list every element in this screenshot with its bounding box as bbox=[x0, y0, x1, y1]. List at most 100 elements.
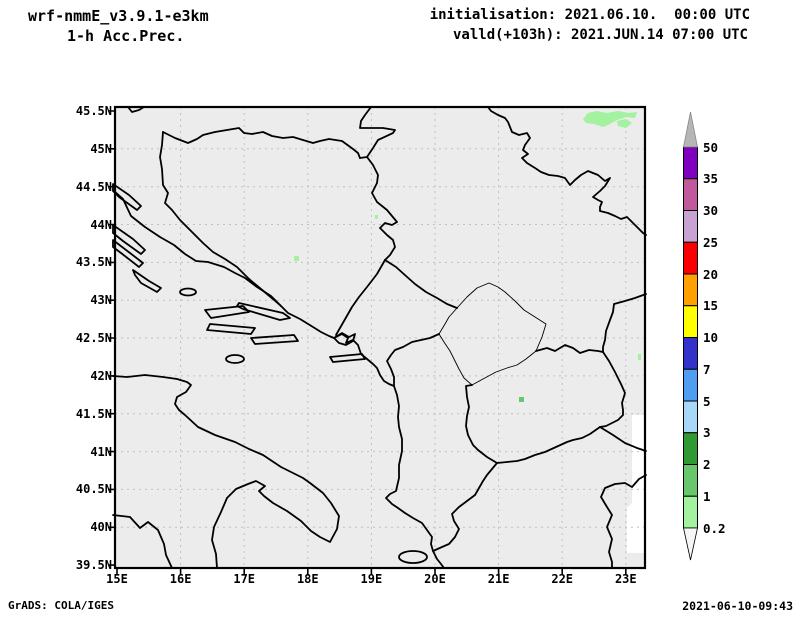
lon-axis-label: 22E bbox=[551, 572, 574, 586]
border-albania-greece bbox=[432, 462, 498, 552]
island-mljet bbox=[329, 353, 366, 363]
lat-axis-label: 44.5N bbox=[75, 179, 112, 194]
lon-axis-label: 15E bbox=[106, 572, 128, 586]
map-plot-area bbox=[108, 105, 647, 575]
colorbar-tick-label: 10 bbox=[703, 330, 719, 345]
colorbar-segment bbox=[683, 400, 698, 434]
colorbar-overflow-arrow bbox=[683, 111, 698, 148]
island-vis bbox=[225, 354, 245, 364]
creation-timestamp: 2021-06-10-09:43 bbox=[682, 599, 793, 613]
colorbar-tick-label: 25 bbox=[703, 234, 719, 250]
border-drina-bosnia-serbia bbox=[366, 156, 398, 261]
map-frame bbox=[113, 105, 647, 570]
colorbar-tick-label: 20 bbox=[703, 266, 719, 282]
border-serbia-bulgaria bbox=[602, 293, 647, 353]
border-adriatic-coast-mainland bbox=[112, 189, 445, 569]
initialisation-time: initialisation: 2021.06.10. 00:00 UTC bbox=[429, 7, 750, 23]
precip-patch bbox=[375, 215, 378, 219]
colorbar-segment bbox=[683, 146, 698, 180]
colorbar-tick-label: 30 bbox=[703, 203, 719, 218]
lat-axis-label: 42.5N bbox=[75, 331, 112, 346]
precip-patch bbox=[638, 354, 641, 360]
border-serbia-macedonia bbox=[535, 344, 604, 354]
lon-axis-label: 20E bbox=[424, 572, 446, 586]
precip-patch bbox=[617, 119, 632, 128]
colorbar-segment bbox=[683, 273, 698, 307]
lat-axis-label: 41N bbox=[90, 444, 112, 459]
border-kosovo bbox=[438, 282, 547, 386]
island-corfu bbox=[398, 550, 428, 564]
colorbar-segment bbox=[683, 464, 698, 497]
colorbar-segment bbox=[683, 305, 698, 338]
colorbar-segment bbox=[683, 178, 698, 211]
kotor-bay bbox=[333, 332, 356, 346]
colorbar bbox=[683, 111, 698, 561]
product-title: 1-h Acc.Prec. bbox=[67, 27, 185, 45]
lat-axis-label: 39.5N bbox=[75, 558, 112, 573]
border-bosnia-north bbox=[162, 127, 361, 159]
valid-time: valld(+103h): 2021.JUN.14 07:00 UTC bbox=[452, 27, 748, 43]
colorbar-segment bbox=[683, 210, 698, 243]
border-macedonia-albania bbox=[465, 384, 498, 464]
lat-axis-label: 44N bbox=[90, 217, 112, 232]
border-macedonia-bulgaria bbox=[599, 351, 626, 428]
precip-patch bbox=[519, 397, 524, 402]
colorbar-tick-label: 5 bbox=[703, 393, 711, 409]
border-italy-calabria-coast bbox=[112, 514, 173, 569]
island-pag bbox=[112, 224, 146, 255]
border-italy-adriatic-coast bbox=[112, 374, 340, 569]
model-title: wrf-nmmE_v3.9.1-e3km bbox=[28, 7, 209, 25]
colorbar-tick-label: 3 bbox=[703, 425, 711, 441]
lon-axis-label: 17E bbox=[233, 572, 256, 586]
lat-axis-label: 43.5N bbox=[75, 255, 112, 270]
peninsula-peljesac bbox=[236, 302, 291, 321]
country-borders bbox=[112, 106, 647, 569]
lon-axis-label: 18E bbox=[296, 572, 319, 586]
lon-axis-label: 19E bbox=[360, 572, 383, 586]
lat-axis-label: 42N bbox=[90, 368, 112, 383]
lat-axis-label: 41.5N bbox=[75, 406, 112, 421]
island-velebit-channel bbox=[112, 183, 142, 211]
border-bosnia-west bbox=[159, 131, 282, 307]
colorbar-tick-label: 1 bbox=[703, 488, 711, 504]
precip-patches bbox=[294, 111, 641, 402]
greece-aegean-coast bbox=[600, 474, 647, 569]
lat-axis-label: 40.5N bbox=[75, 482, 112, 497]
border-montenegro-serbia bbox=[384, 259, 458, 309]
lon-axis-label: 16E bbox=[169, 572, 192, 586]
lat-axis-label: 40N bbox=[90, 520, 112, 535]
lat-axis-label: 43N bbox=[90, 293, 112, 308]
lat-axis-label: 45N bbox=[90, 141, 112, 156]
colorbar-segment bbox=[683, 368, 698, 402]
border-macedonia-greece bbox=[496, 426, 601, 464]
colorbar-segment bbox=[683, 337, 698, 370]
precip-patch bbox=[294, 256, 299, 261]
island-kornati bbox=[132, 269, 162, 293]
border-bosnia-montenegro bbox=[335, 259, 386, 336]
colorbar-segment bbox=[683, 495, 698, 529]
lat-axis-label: 45.5N bbox=[75, 104, 112, 118]
colorbar-tick-label: 0.2 bbox=[703, 520, 726, 536]
axis-ticks bbox=[108, 110, 627, 575]
colorbar-underflow-arrow bbox=[683, 527, 698, 561]
island-dugi-otok bbox=[112, 239, 144, 268]
colorbar-tick-label: 35 bbox=[703, 171, 719, 187]
island-hvar bbox=[206, 323, 256, 335]
border-greece-bulgaria bbox=[599, 426, 647, 452]
border-croatia-serbia bbox=[359, 106, 396, 159]
border-montenegro-albania bbox=[386, 333, 440, 387]
border-croatia-top-hook bbox=[127, 106, 145, 113]
colorbar-tick-label: 7 bbox=[703, 361, 711, 377]
colorbar-tick-label: 2 bbox=[703, 457, 711, 472]
border-serbia-romania-danube bbox=[487, 106, 647, 236]
island-solta bbox=[179, 287, 197, 297]
colorbar-segment bbox=[683, 432, 698, 465]
lon-axis-label: 21E bbox=[487, 572, 510, 586]
precip-patch bbox=[583, 111, 637, 127]
colorbar-segment bbox=[683, 241, 698, 275]
island-korcula bbox=[250, 334, 299, 345]
colorbar-tick-label: 50 bbox=[703, 139, 719, 155]
colorbar-tick-label: 15 bbox=[703, 298, 719, 314]
